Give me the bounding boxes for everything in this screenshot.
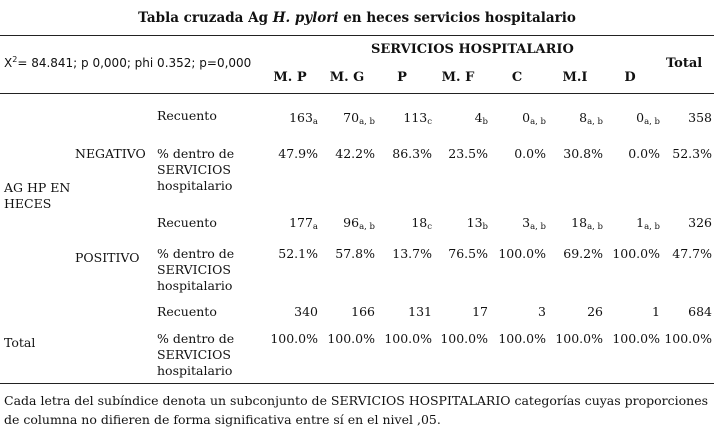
pct-cell: 100.0%	[327, 331, 375, 346]
count-cell: 3	[538, 304, 546, 319]
pct-total-cell: 100.0%	[664, 331, 712, 346]
pct-cell: 0.0%	[514, 146, 546, 161]
stats-line: X2= 84.841; p 0,000; phi 0.352; p=0,000	[4, 55, 252, 70]
count-cell: 177a	[289, 215, 318, 232]
pct-cell: 0.0%	[628, 146, 660, 161]
positivo-count-label: Recuento	[157, 215, 217, 230]
column-header: M.I	[562, 70, 588, 85]
column-header: C	[511, 70, 523, 85]
pct-cell: 69.2%	[563, 246, 603, 261]
column-header: M. P	[273, 70, 307, 85]
pct-cell: 100.0%	[612, 331, 660, 346]
pct-total-cell: 52.3%	[672, 146, 712, 161]
count-cell: 131	[408, 304, 432, 319]
pct-cell: 100.0%	[498, 331, 546, 346]
column-header: P	[397, 70, 407, 85]
count-cell: 0a, b	[636, 110, 660, 127]
count-cell: 1a, b	[636, 215, 660, 232]
pct-cell: 100.0%	[440, 331, 488, 346]
pct-cell: 76.5%	[448, 246, 488, 261]
positivo-label: POSITIVO	[75, 250, 140, 265]
positivo-pct-label: % dentro de SERVICIOS hospitalario	[157, 246, 235, 293]
footnote: Cada letra del subíndice denota un subco…	[4, 393, 709, 427]
count-cell: 8a, b	[579, 110, 603, 127]
pct-cell: 23.5%	[448, 146, 488, 161]
group-header: SERVICIOS HOSPITALARIO	[371, 42, 574, 57]
rule-bottom	[0, 383, 714, 384]
count-cell: 26	[587, 304, 603, 319]
rule-top	[0, 35, 714, 36]
count-cell: 166	[351, 304, 375, 319]
count-cell: 17	[472, 304, 488, 319]
count-cell: 4b	[474, 110, 488, 127]
count-cell: 1	[652, 304, 660, 319]
count-total-cell: 684	[688, 304, 712, 319]
pct-total-cell: 47.7%	[672, 246, 712, 261]
total-pct-label: % dentro de SERVICIOS hospitalario	[157, 331, 235, 378]
count-cell: 13b	[466, 215, 488, 232]
pct-cell: 100.0%	[498, 246, 546, 261]
column-header: M. G	[329, 70, 365, 85]
total-col-header: Total	[666, 56, 703, 71]
pct-cell: 47.9%	[278, 146, 318, 161]
pct-cell: 100.0%	[384, 331, 432, 346]
total-count-label: Recuento	[157, 304, 217, 319]
pct-cell: 100.0%	[270, 331, 318, 346]
pct-cell: 100.0%	[612, 246, 660, 261]
pct-cell: 100.0%	[555, 331, 603, 346]
count-total-cell: 326	[688, 215, 712, 230]
total-row-label: Total	[4, 335, 36, 350]
count-cell: 340	[294, 304, 318, 319]
pct-cell: 57.8%	[335, 246, 375, 261]
count-cell: 113c	[403, 110, 432, 127]
pct-cell: 13.7%	[392, 246, 432, 261]
pct-cell: 42.2%	[335, 146, 375, 161]
count-cell: 70a, b	[343, 110, 375, 127]
table-title: Tabla cruzada Ag H. pylori en heces serv…	[138, 10, 576, 26]
pct-cell: 52.1%	[278, 246, 318, 261]
pct-cell: 86.3%	[392, 146, 432, 161]
negativo-pct-label: % dentro de SERVICIOS hospitalario	[157, 146, 235, 193]
column-header: M. F	[441, 70, 475, 85]
count-cell: 3a, b	[522, 215, 546, 232]
rule-header	[0, 93, 714, 94]
count-cell: 163a	[289, 110, 318, 127]
count-cell: 18a, b	[571, 215, 603, 232]
count-cell: 0a, b	[522, 110, 546, 127]
pct-cell: 30.8%	[563, 146, 603, 161]
count-total-cell: 358	[688, 110, 712, 125]
count-cell: 96a, b	[343, 215, 375, 232]
negativo-count-label: Recuento	[157, 108, 217, 123]
negativo-label: NEGATIVO	[75, 146, 146, 161]
count-cell: 18c	[411, 215, 432, 232]
row-header: AG HP EN HECES	[4, 180, 71, 211]
column-header: D	[624, 70, 636, 85]
